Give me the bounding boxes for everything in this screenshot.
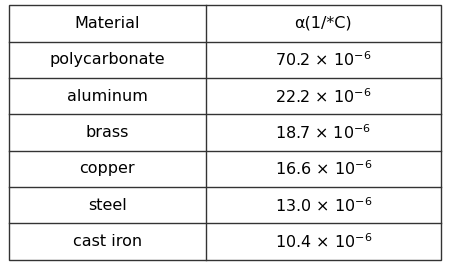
Text: 18.7 × 10$^{-6}$: 18.7 × 10$^{-6}$ xyxy=(275,123,371,142)
Text: 13.0 × 10$^{-6}$: 13.0 × 10$^{-6}$ xyxy=(274,196,372,215)
Text: 70.2 × 10$^{-6}$: 70.2 × 10$^{-6}$ xyxy=(275,50,372,69)
Text: brass: brass xyxy=(86,125,129,140)
Text: cast iron: cast iron xyxy=(73,234,142,249)
Text: 22.2 × 10$^{-6}$: 22.2 × 10$^{-6}$ xyxy=(275,87,372,105)
Text: Material: Material xyxy=(75,16,140,31)
Text: 10.4 × 10$^{-6}$: 10.4 × 10$^{-6}$ xyxy=(274,232,372,251)
Text: copper: copper xyxy=(80,161,135,176)
Text: 16.6 × 10$^{-6}$: 16.6 × 10$^{-6}$ xyxy=(274,160,372,178)
Text: aluminum: aluminum xyxy=(67,89,148,104)
Text: steel: steel xyxy=(88,198,126,213)
Text: polycarbonate: polycarbonate xyxy=(50,52,165,67)
Text: α(1/*C): α(1/*C) xyxy=(294,16,352,31)
